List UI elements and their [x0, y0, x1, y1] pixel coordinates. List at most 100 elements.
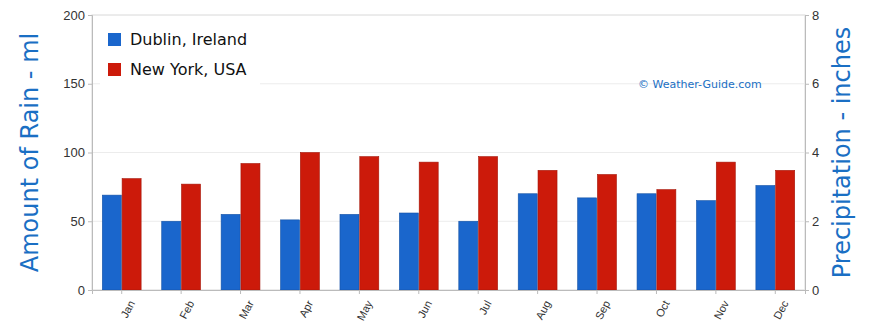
bar: [776, 170, 795, 290]
tick-label: 100: [63, 145, 85, 160]
annotation: © Weather-Guide.com: [638, 78, 762, 91]
tick-label: 200: [63, 8, 85, 23]
tick-label: 50: [71, 214, 85, 229]
tick-label: 8: [812, 8, 819, 23]
grid-line: [92, 15, 805, 16]
tick-mark: [240, 290, 241, 294]
tick-mark: [805, 15, 809, 16]
tick: 2: [805, 214, 819, 229]
tick-mark: [478, 290, 479, 294]
bar: [657, 190, 676, 290]
y2-axis-title: Precipitation - inches: [828, 27, 856, 278]
tick: Dec: [771, 290, 791, 321]
bar: [241, 164, 260, 291]
tick-label: 6: [812, 76, 819, 91]
tick-mark: [805, 153, 809, 154]
tick-mark: [88, 84, 92, 85]
bar: [538, 170, 557, 290]
tick-mark: [597, 290, 598, 294]
bar: [419, 162, 438, 290]
tick-label: Apr: [297, 298, 316, 319]
tick-mark: [418, 290, 419, 294]
tick-mark: [805, 84, 809, 85]
tick: 200: [63, 8, 92, 23]
tick-mark: [88, 221, 92, 222]
tick-mark: [121, 290, 122, 294]
bar: [597, 175, 616, 291]
tick-mark: [775, 290, 776, 294]
tick-label: Aug: [533, 298, 553, 321]
grid-line: [92, 152, 805, 153]
y-axis: 0 50 100 150 200: [63, 8, 92, 298]
bar: [459, 221, 478, 290]
tick: Jun: [415, 290, 434, 320]
tick-label: 0: [78, 283, 85, 298]
tick-label: Jul: [476, 298, 493, 316]
tick-mark: [537, 290, 538, 294]
axis-line: [93, 291, 806, 295]
tick-mark: [359, 290, 360, 294]
bar: [399, 213, 418, 290]
tick: Jul: [476, 290, 493, 316]
bar: [578, 198, 597, 290]
legend-item: Dublin, Ireland: [108, 30, 247, 49]
bar: [479, 157, 498, 290]
legend-swatch: [108, 63, 121, 76]
tick-mark: [299, 290, 300, 294]
bar: [637, 194, 656, 290]
tick-mark: [805, 221, 809, 222]
axis-line: [806, 16, 810, 291]
tick-label: 150: [63, 76, 85, 91]
tick: 50: [71, 214, 92, 229]
bar: [340, 214, 359, 290]
legend-box: [100, 23, 260, 85]
tick: Oct: [653, 290, 672, 319]
legend-label: New York, USA: [130, 60, 247, 79]
y2-axis: 0 2 4 6 8: [805, 8, 819, 298]
chart: 0 50 100 150 200 0 2 4 6 8 Jan Feb Mar Apr May Jun Jul Au…: [0, 0, 870, 328]
grid: [92, 15, 805, 290]
tick-label: May: [354, 298, 375, 322]
tick-mark: [88, 290, 92, 291]
tick: 0: [78, 283, 92, 298]
tick: May: [354, 290, 375, 322]
tick-mark: [88, 15, 92, 16]
tick-label: Nov: [711, 298, 731, 321]
tick-label: Feb: [177, 298, 197, 320]
y-axis-title: Amount of Rain - ml: [16, 33, 44, 272]
bar: [756, 186, 775, 291]
tick-mark: [715, 290, 716, 294]
bar: [300, 153, 319, 291]
tick-label: Oct: [653, 298, 672, 319]
bar: [102, 195, 121, 290]
bar: [281, 220, 300, 290]
tick: Apr: [297, 290, 316, 319]
tick: 6: [805, 76, 819, 91]
tick: Mar: [236, 290, 256, 321]
tick: Aug: [533, 290, 553, 321]
legend-swatch: [108, 33, 121, 46]
bars: [102, 153, 794, 291]
legend-label: Dublin, Ireland: [130, 30, 247, 49]
bar: [221, 214, 240, 290]
bar: [182, 184, 201, 290]
legend-item: New York, USA: [108, 60, 247, 79]
bar: [122, 179, 141, 290]
bar: [696, 201, 715, 290]
tick: Feb: [177, 290, 197, 321]
tick-label: 4: [812, 145, 819, 160]
tick: Jan: [118, 290, 137, 320]
plot-frame: [92, 15, 805, 290]
tick-label: Mar: [236, 298, 256, 321]
tick-label: Jun: [415, 298, 434, 319]
tick-label: 2: [812, 214, 819, 229]
tick-label: Dec: [771, 298, 791, 321]
tick-mark: [88, 153, 92, 154]
tick: 0: [805, 283, 819, 298]
tick-mark: [656, 290, 657, 294]
bar: [360, 157, 379, 290]
legend: Dublin, Ireland New York, USA: [100, 23, 260, 85]
tick-label: Sep: [593, 298, 613, 321]
x-axis: Jan Feb Mar Apr May Jun Jul Aug Sep Oct Nov Dec: [93, 290, 806, 322]
axis-line: [88, 16, 93, 291]
